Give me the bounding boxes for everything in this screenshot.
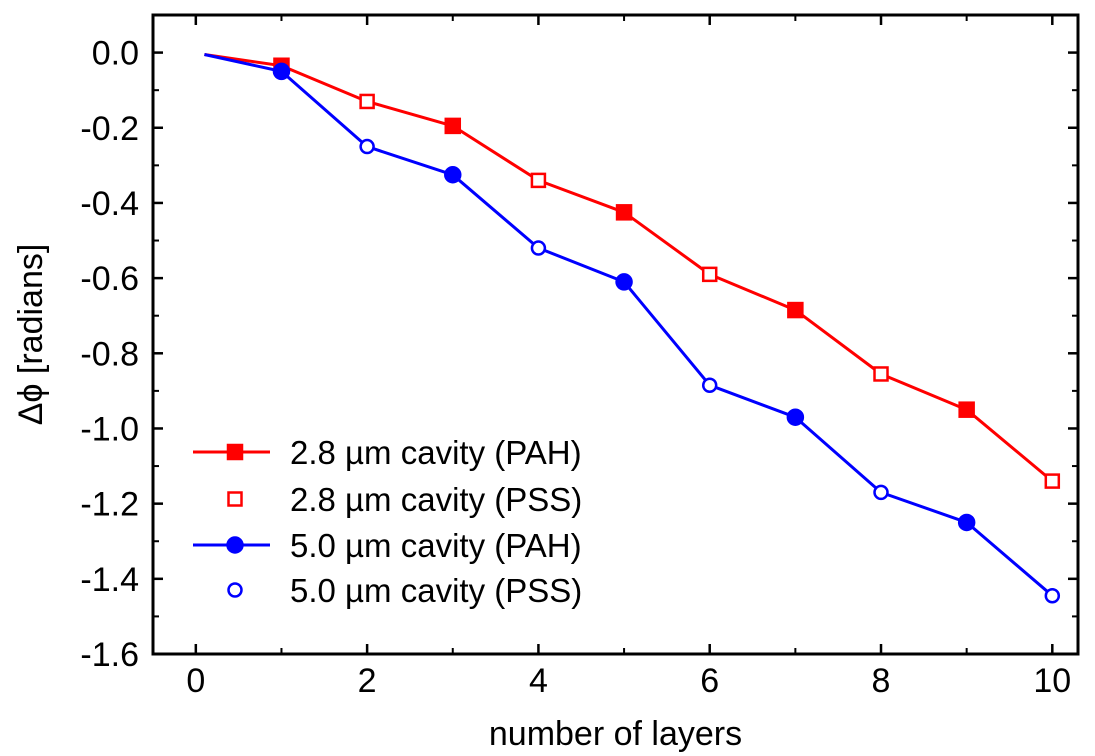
legend-label-1: 2.8 µm cavity (PSS) bbox=[290, 481, 582, 518]
series-line-0 bbox=[204, 53, 1054, 483]
legend-marker-0 bbox=[226, 443, 244, 461]
data-point-s2-1 bbox=[444, 166, 462, 184]
data-point-s2-2 bbox=[615, 273, 633, 291]
y-tick-label: -0.6 bbox=[80, 260, 139, 298]
legend-label-3: 5.0 µm cavity (PSS) bbox=[290, 572, 582, 609]
data-point-s0-2 bbox=[615, 204, 633, 221]
data-point-s2-0 bbox=[272, 62, 291, 81]
y-tick-label: 0.0 bbox=[92, 35, 139, 73]
data-point-s3-4 bbox=[1044, 587, 1061, 604]
x-axis-title: number of layers bbox=[489, 715, 742, 753]
data-point-s1-1 bbox=[530, 172, 547, 189]
y-tick-label: -0.4 bbox=[80, 185, 139, 223]
x-tick-label: 0 bbox=[186, 662, 205, 700]
x-tick-label: 4 bbox=[529, 662, 548, 700]
plot-frame bbox=[151, 13, 1080, 656]
data-point-s0-4 bbox=[958, 401, 975, 418]
data-point-s1-0 bbox=[359, 93, 375, 110]
legend-marker-3 bbox=[227, 582, 243, 598]
x-tick-label: 2 bbox=[358, 662, 377, 700]
series-markers bbox=[272, 57, 1061, 604]
data-point-s0-1 bbox=[444, 117, 462, 135]
data-point-s3-2 bbox=[701, 377, 718, 393]
data-point-s3-3 bbox=[873, 484, 889, 501]
x-tick-label: 8 bbox=[872, 662, 891, 700]
data-point-s2-3 bbox=[786, 408, 805, 426]
data-point-s1-3 bbox=[873, 366, 889, 382]
legend-marker-1 bbox=[227, 491, 243, 507]
data-point-s1-2 bbox=[701, 266, 718, 283]
x-tick-label: 10 bbox=[1033, 662, 1071, 700]
y-tick-label: -1.6 bbox=[80, 636, 139, 674]
data-point-s3-1 bbox=[530, 240, 547, 256]
legend: 2.8 µm cavity (PAH) 2.8 µm cavity (PSS) 5.… bbox=[193, 434, 582, 609]
y-tick-label: -0.8 bbox=[80, 335, 139, 373]
legend-label-0: 2.8 µm cavity (PAH) bbox=[290, 434, 582, 471]
y-tick-label: -1.2 bbox=[80, 486, 139, 524]
x-tick-label: 6 bbox=[700, 662, 719, 700]
legend-label-2: 5.0 µm cavity (PAH) bbox=[290, 527, 582, 564]
data-point-s2-4 bbox=[957, 513, 976, 532]
y-tick-label: -1.0 bbox=[80, 410, 139, 448]
data-point-s3-0 bbox=[359, 138, 375, 155]
legend-marker-2 bbox=[226, 536, 244, 554]
y-tick-label: -0.2 bbox=[80, 110, 139, 148]
data-point-s0-3 bbox=[787, 301, 804, 319]
axis-ticks: 0 2 4 6 8 10 0.0 -0.2 -0.4 -0.6 -0.8 -1.0 -1.2 -1.4 -1… bbox=[80, 15, 1078, 700]
y-axis-title: Δϕ [radians] bbox=[12, 244, 50, 426]
y-tick-label: -1.4 bbox=[80, 561, 139, 599]
data-point-s1-4 bbox=[1044, 473, 1061, 489]
axes bbox=[151, 13, 1080, 656]
